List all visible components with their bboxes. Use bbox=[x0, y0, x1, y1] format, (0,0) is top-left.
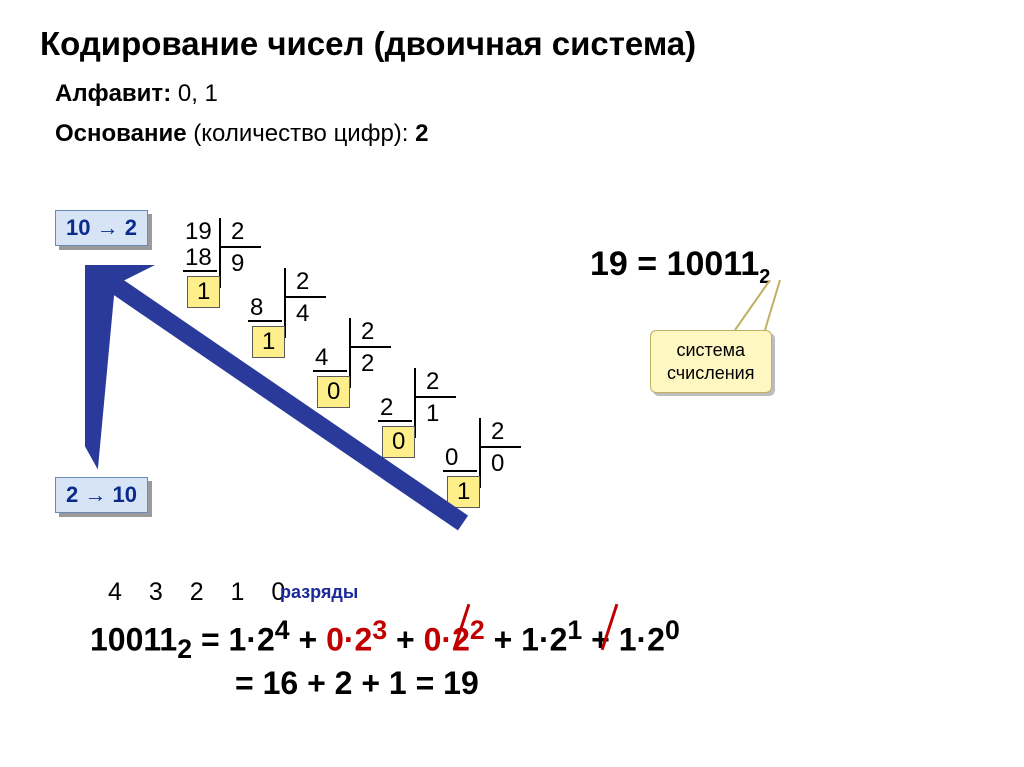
exp-p4: + 1·2 bbox=[591, 622, 665, 658]
badge-10-to-2-text: 10 → 2 bbox=[55, 210, 148, 246]
binary-number: 10011 bbox=[90, 622, 177, 658]
division-hline bbox=[479, 446, 521, 449]
expanded-line2: = 16 + 2 + 1 = 19 bbox=[235, 665, 479, 702]
exp-e2: 2 bbox=[470, 615, 485, 645]
division-divisor: 2 bbox=[491, 418, 504, 446]
exp-z1: 0·2 bbox=[326, 622, 372, 658]
exp-p0: = 1·2 bbox=[201, 622, 275, 658]
alphabet-value: 0, 1 bbox=[171, 80, 218, 107]
page-title: Кодирование чисел (двоичная система) bbox=[40, 25, 696, 63]
base-value: 2 bbox=[415, 120, 428, 147]
division-dividend: 19 bbox=[185, 218, 212, 246]
exp-e1: 3 bbox=[372, 615, 387, 645]
result-text: 19 = 10011 bbox=[590, 245, 759, 283]
exp-p2: + bbox=[396, 622, 424, 658]
exp-e3: 1 bbox=[567, 615, 582, 645]
exp-p1: + bbox=[298, 622, 326, 658]
division-divisor: 2 bbox=[231, 218, 244, 246]
base-line: Основание (количество цифр): 2 bbox=[55, 120, 429, 148]
callout-line2: счисления bbox=[667, 362, 755, 385]
base-hint: (количество цифр): bbox=[187, 120, 416, 147]
base-label: Основание bbox=[55, 120, 187, 147]
exp-e4: 0 bbox=[665, 615, 680, 645]
alphabet-line: Алфавит: 0, 1 bbox=[55, 80, 218, 108]
position-indices: 4 3 2 1 0 bbox=[108, 578, 295, 607]
division-hline bbox=[219, 246, 261, 249]
division-quotient: 0 bbox=[491, 450, 504, 478]
callout-pointer-icon bbox=[720, 280, 800, 335]
binary-number-sub: 2 bbox=[177, 634, 192, 664]
position-label: разряды bbox=[280, 582, 358, 603]
exp-e0: 4 bbox=[275, 615, 290, 645]
exp-p3: + 1·2 bbox=[494, 622, 568, 658]
expanded-line1: 100112 = 1·24 + 0·23 + 0·22 + 1·21 + 1·2… bbox=[90, 615, 680, 665]
arrow-icon bbox=[85, 265, 485, 545]
callout-box: система счисления bbox=[650, 330, 772, 393]
callout-line1: система bbox=[667, 339, 755, 362]
alphabet-label: Алфавит: bbox=[55, 80, 171, 107]
badge-10-to-2: 10 → 2 bbox=[55, 210, 148, 246]
